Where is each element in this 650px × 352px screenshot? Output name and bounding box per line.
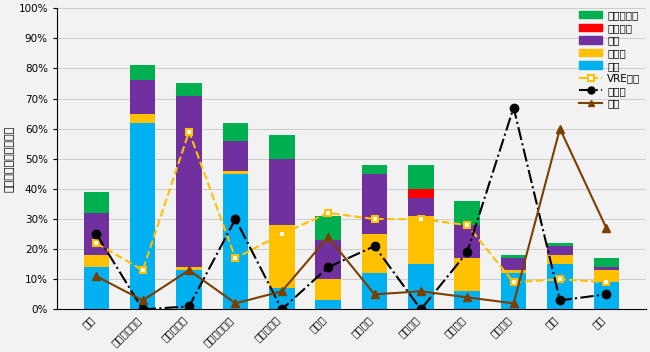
Bar (223, 141, 248, 171)
Bar (176, 267, 202, 270)
Bar (408, 216, 434, 264)
Bar (593, 270, 619, 282)
Bar (315, 279, 341, 300)
Bar (315, 300, 341, 309)
Bar (269, 225, 294, 288)
Bar (84, 213, 109, 255)
Bar (130, 81, 155, 114)
Bar (501, 273, 526, 309)
Y-axis label: 年間発電電力量の割合: 年間発電電力量の割合 (4, 126, 14, 192)
Bar (176, 83, 202, 95)
Bar (362, 174, 387, 234)
Bar (130, 65, 155, 81)
Bar (362, 234, 387, 273)
Bar (408, 189, 434, 198)
Bar (362, 273, 387, 309)
Bar (547, 246, 573, 255)
Bar (547, 243, 573, 246)
Legend: バイオマス, 地熱ほか, 風力, 太陽光, 水力, VRE比率, 原子力, 石炭: バイオマス, 地熱ほか, 風力, 太陽光, 水力, VRE比率, 原子力, 石炭 (579, 10, 641, 108)
Bar (454, 291, 480, 309)
Bar (176, 95, 202, 267)
Bar (408, 198, 434, 216)
Bar (454, 201, 480, 225)
Bar (223, 171, 248, 174)
Bar (176, 270, 202, 309)
Bar (408, 165, 434, 189)
Bar (501, 258, 526, 270)
Bar (84, 192, 109, 213)
Bar (269, 135, 294, 159)
Bar (547, 264, 573, 309)
Bar (501, 255, 526, 258)
Bar (223, 122, 248, 141)
Bar (130, 114, 155, 122)
Bar (454, 258, 480, 291)
Bar (84, 267, 109, 309)
Bar (501, 270, 526, 273)
Bar (269, 159, 294, 225)
Bar (408, 264, 434, 309)
Bar (223, 174, 248, 309)
Bar (547, 255, 573, 264)
Bar (315, 216, 341, 240)
Bar (84, 255, 109, 267)
Bar (593, 282, 619, 309)
Bar (593, 267, 619, 270)
Bar (269, 288, 294, 309)
Bar (130, 122, 155, 309)
Bar (454, 225, 480, 258)
Bar (362, 165, 387, 174)
Bar (593, 258, 619, 267)
Bar (315, 240, 341, 279)
